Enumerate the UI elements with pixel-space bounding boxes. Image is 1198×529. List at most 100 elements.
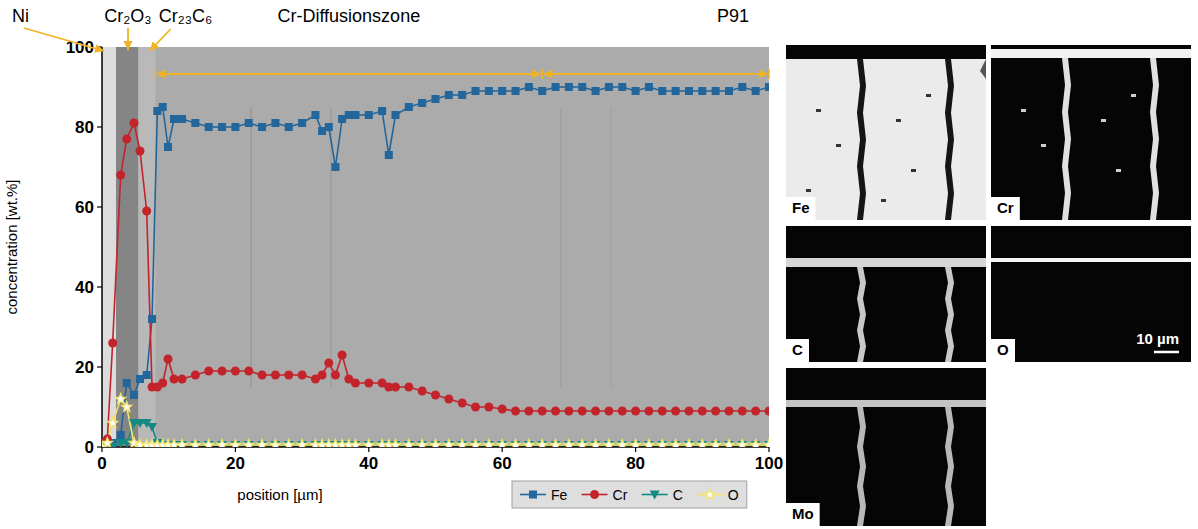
data-point [525, 83, 533, 91]
map-label: C [792, 341, 803, 358]
x-tick [768, 447, 769, 452]
data-point [231, 123, 239, 131]
map-ground [786, 226, 986, 362]
map-streak [945, 407, 954, 526]
arrow-head [759, 70, 768, 79]
data-point [484, 440, 494, 448]
annotation-label: Cr₂O₃ [104, 6, 151, 26]
data-point [671, 407, 680, 416]
map-dot [1116, 169, 1121, 172]
data-point [159, 103, 167, 111]
arrow-head [150, 41, 159, 51]
data-point [116, 171, 125, 180]
range-end [155, 69, 157, 79]
data-point [108, 339, 117, 348]
map-streak [857, 267, 866, 362]
map-label: Cr [997, 199, 1014, 216]
map-streak [945, 59, 954, 220]
data-point [591, 407, 600, 416]
map-dot [911, 169, 916, 172]
data-point [685, 87, 693, 95]
data-point [470, 440, 480, 448]
data-point [244, 367, 253, 376]
data-point [331, 371, 340, 380]
map-label-box [786, 503, 820, 526]
legend-label: C [673, 487, 683, 503]
data-point [178, 375, 187, 384]
map-streak [945, 267, 954, 362]
y-tick [97, 286, 102, 287]
data-point [244, 440, 254, 448]
micrograph [102, 47, 769, 447]
data-point [604, 440, 614, 448]
data-point [270, 440, 280, 448]
map-dot [1041, 144, 1046, 147]
y-tick-label: 80 [75, 118, 94, 137]
data-point [658, 407, 667, 416]
data-point [418, 387, 427, 396]
data-point [298, 371, 307, 380]
data-point [512, 87, 520, 95]
data-point [158, 379, 167, 388]
x-tick [235, 447, 236, 452]
map-streak [857, 407, 866, 526]
data-point [432, 95, 440, 103]
data-point [498, 405, 507, 414]
data-point [418, 99, 426, 107]
element-map: Fe [786, 45, 986, 220]
map-band [786, 258, 986, 267]
data-point [430, 440, 440, 448]
element-maps: Fe Cr C OMo 10 µm [786, 45, 1191, 526]
data-point [258, 123, 266, 131]
legend-label: Fe [551, 487, 568, 503]
y-tick-label: 60 [75, 198, 94, 217]
data-point [122, 135, 131, 144]
data-point [538, 407, 547, 416]
data-point [711, 407, 720, 416]
data-point [364, 440, 374, 448]
x-tick [502, 447, 503, 452]
map-ground [786, 45, 986, 220]
data-point [644, 440, 654, 448]
data-point [405, 103, 413, 111]
data-point [592, 87, 600, 95]
data-point [565, 83, 573, 91]
data-point [498, 87, 506, 95]
data-point [537, 440, 547, 448]
data-point [724, 407, 733, 416]
data-point [178, 115, 186, 123]
legend-marker [590, 490, 599, 499]
data-point [510, 440, 520, 448]
data-point [604, 407, 613, 416]
arrow-head [124, 41, 133, 50]
data-point [564, 440, 574, 448]
data-point [190, 440, 200, 448]
arrow-line [24, 28, 104, 51]
data-point [203, 440, 213, 448]
annotation-label: Cr₂₃C₆ [159, 6, 213, 26]
map-label-box [786, 197, 816, 220]
data-point [417, 440, 427, 448]
figure: 020406080100020406080100concentration [w… [0, 0, 1198, 529]
data-point [123, 379, 131, 387]
data-point [738, 83, 746, 91]
micrograph-ground [102, 47, 769, 447]
data-point [271, 371, 280, 380]
scale-bar-label: 10 µm [1136, 330, 1179, 347]
data-point [577, 440, 587, 448]
arrow-head [543, 70, 552, 79]
data-point [257, 440, 267, 448]
legend-label: O [728, 487, 739, 503]
data-point [485, 87, 493, 95]
annotation-label: Cr-Diffusionszone [277, 6, 420, 26]
map-label-box [991, 197, 1020, 220]
data-point [365, 111, 373, 119]
data-point [231, 367, 240, 376]
data-point [631, 407, 640, 416]
y-tick [97, 366, 102, 367]
data-point [697, 440, 707, 448]
element-map: Mo [786, 368, 986, 526]
y-tick [97, 126, 102, 127]
data-point [143, 371, 151, 379]
element-map: O [991, 226, 1191, 362]
